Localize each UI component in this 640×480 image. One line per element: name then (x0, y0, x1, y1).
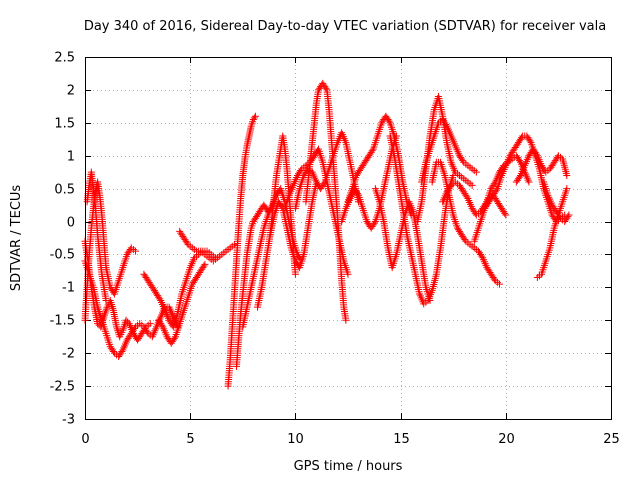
data-point (291, 270, 299, 278)
y-tick-label: -0.5 (50, 248, 75, 263)
data-point (158, 321, 166, 329)
data-point (342, 316, 350, 324)
data-point (322, 84, 330, 92)
data-point (392, 132, 400, 140)
data-point (502, 211, 510, 219)
data-point (353, 190, 361, 198)
data-point (492, 186, 500, 194)
data-point (532, 150, 540, 158)
series-t7 (176, 227, 238, 265)
y-tick-label: 1.5 (54, 117, 75, 132)
series-t4 (83, 168, 110, 305)
data-point (459, 157, 467, 165)
x-tick-label: 25 (603, 432, 620, 447)
data-point (370, 219, 378, 227)
data-point (146, 320, 154, 328)
series-t8 (224, 112, 259, 390)
y-axis-ticks: -3 -2.5 -2 -1.5 -1 -0.5 0 0.5 1 1.5 2 2.5 (50, 51, 611, 428)
data-point (563, 171, 571, 179)
x-axis-label: GPS time / hours (294, 459, 403, 474)
x-axis-ticks: 0 5 10 15 20 25 (81, 57, 620, 447)
data-point (109, 348, 117, 356)
data-point (297, 167, 305, 175)
y-tick-label: 1 (67, 150, 75, 165)
data-point (278, 203, 286, 211)
series-t13 (281, 145, 352, 278)
x-tick-label: 15 (393, 432, 410, 447)
data-point (250, 114, 258, 122)
data-point (230, 241, 238, 249)
data-point (495, 280, 503, 288)
series-t21 (418, 116, 480, 186)
x-tick-label: 20 (498, 432, 515, 447)
data-point (526, 137, 534, 145)
series-t5 (140, 247, 219, 331)
grid-layer (85, 57, 611, 419)
y-tick-label: -1 (62, 281, 75, 296)
y-tick-label: -2 (62, 347, 75, 362)
data-point (94, 320, 102, 328)
y-axis-label: SDTVAR / TECUs (9, 185, 24, 292)
x-tick-label: 10 (287, 432, 304, 447)
data-point (478, 252, 486, 260)
y-tick-label: -3 (62, 413, 75, 428)
y-tick-label: -2.5 (50, 380, 75, 395)
data-point (468, 181, 476, 189)
series-t28 (540, 178, 573, 226)
data-point (124, 318, 132, 326)
series-t22 (428, 158, 503, 288)
y-tick-label: 2 (67, 84, 75, 99)
plot-frame (85, 57, 612, 420)
data-point (131, 247, 139, 255)
data-point (515, 157, 523, 165)
series-t26 (512, 145, 571, 186)
data-point (320, 180, 328, 188)
data-points (81, 79, 573, 390)
series-t3 (81, 237, 154, 344)
data-point (563, 185, 571, 193)
data-point (518, 134, 526, 142)
data-point (141, 325, 149, 332)
data-point (463, 193, 471, 201)
y-tick-label: 0 (67, 216, 75, 231)
x-tick-label: 0 (81, 432, 89, 447)
y-tick-label: 0.5 (54, 183, 75, 198)
data-point (490, 275, 498, 283)
data-point (446, 183, 454, 191)
data-point (200, 262, 208, 270)
data-point (102, 297, 110, 305)
series-t20 (413, 92, 476, 226)
series-t6 (155, 260, 209, 347)
series-t11 (254, 178, 320, 311)
data-point (385, 117, 393, 125)
data-point (251, 112, 259, 120)
data-point (555, 213, 563, 221)
data-point (344, 270, 352, 278)
data-point (183, 239, 191, 247)
series-t27 (533, 185, 571, 281)
data-point (525, 178, 533, 186)
data-point (472, 168, 480, 176)
y-tick-label: 2.5 (54, 51, 75, 66)
data-point (515, 173, 523, 181)
x-tick-label: 5 (186, 432, 194, 447)
data-point (156, 295, 164, 303)
chart-title: Day 340 of 2016, Sidereal Day-to-day VTE… (84, 19, 606, 34)
y-tick-label: -1.5 (50, 314, 75, 329)
data-point (490, 180, 498, 188)
data-point (170, 334, 178, 342)
data-point (565, 211, 573, 219)
data-point (122, 316, 130, 324)
data-point (564, 213, 572, 221)
data-point (118, 348, 126, 356)
data-point (442, 120, 450, 128)
data-point (461, 236, 469, 244)
data-point (201, 260, 209, 268)
data-point (368, 147, 376, 155)
data-point (501, 209, 509, 217)
